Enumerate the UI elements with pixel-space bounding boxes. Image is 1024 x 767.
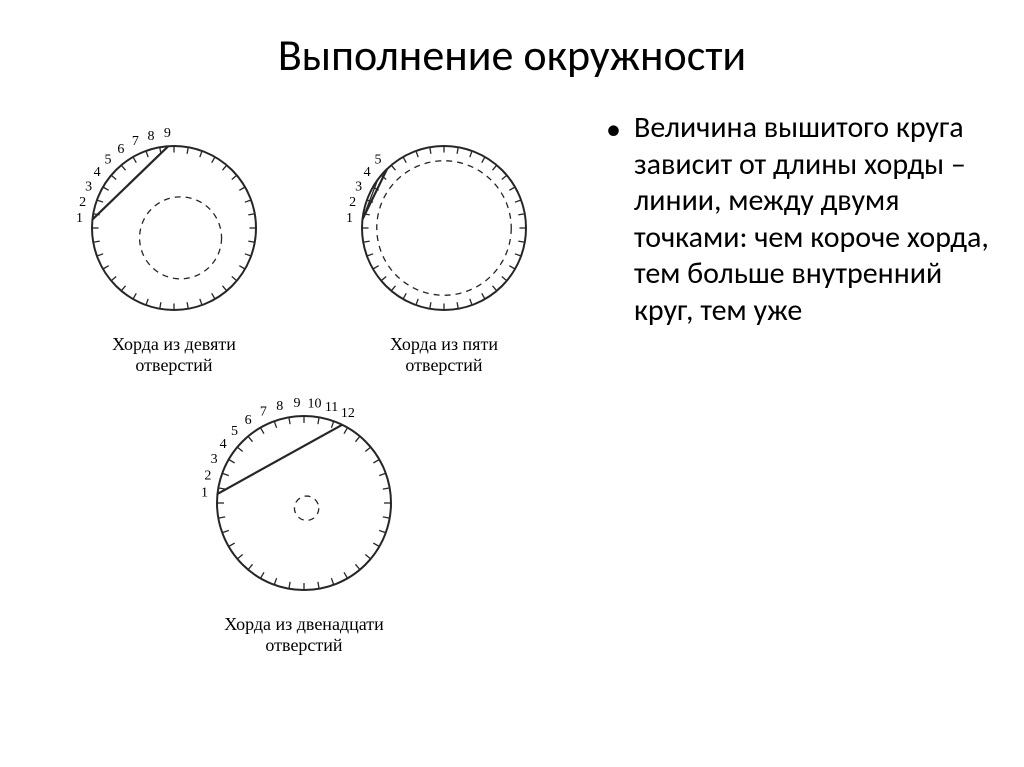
svg-text:5: 5 [375,153,382,168]
svg-text:3: 3 [211,452,218,467]
svg-text:1: 1 [76,211,83,226]
circle-block-five: 12345Хорда из пятиотверстий [334,112,554,375]
svg-text:1: 1 [201,486,208,501]
svg-text:4: 4 [364,165,371,180]
svg-text:6: 6 [245,413,252,428]
circle-block-nine: 123456789Хорда из девятиотверстий [64,112,284,375]
chord-diagram-twelve: 123456789101112 [189,382,419,612]
caption-nine: Хорда из девятиотверстий [112,334,236,375]
text-column: • Величина вышитого круга зависит от дли… [594,102,1000,662]
svg-text:7: 7 [260,405,267,420]
chord-diagram-nine: 123456789 [64,112,284,332]
svg-text:2: 2 [349,195,356,210]
circle-block-twelve: 123456789101112Хорда из двенадцатиотверс… [189,382,419,655]
svg-text:9: 9 [164,126,171,141]
svg-text:3: 3 [355,179,362,194]
svg-text:2: 2 [79,195,86,210]
bullet-glyph: • [606,110,634,148]
caption-five: Хорда из пятиотверстий [390,334,498,375]
svg-text:4: 4 [220,437,227,452]
svg-text:8: 8 [276,399,283,414]
svg-text:8: 8 [148,129,155,144]
svg-text:4: 4 [94,165,101,180]
svg-text:9: 9 [294,396,301,411]
svg-text:6: 6 [117,142,124,157]
svg-text:11: 11 [325,400,338,415]
svg-text:10: 10 [307,397,321,412]
content-row: 123456789Хорда из девятиотверстий12345Хо… [0,102,1024,662]
svg-text:5: 5 [105,153,112,168]
bullet-item: • Величина вышитого круга зависит от дли… [606,110,1000,330]
svg-text:5: 5 [231,424,238,439]
svg-text:7: 7 [132,134,139,149]
svg-text:1: 1 [346,211,353,226]
svg-text:3: 3 [85,179,92,194]
caption-twelve: Хорда из двенадцатиотверстий [224,614,384,655]
body-text: Величина вышитого круга зависит от длины… [634,110,1000,330]
chord-diagram-five: 12345 [334,112,554,332]
diagrams-panel: 123456789Хорда из девятиотверстий12345Хо… [24,102,594,662]
svg-text:2: 2 [204,468,211,483]
page-title: Выполнение окружности [0,0,1024,102]
svg-text:12: 12 [341,406,355,421]
